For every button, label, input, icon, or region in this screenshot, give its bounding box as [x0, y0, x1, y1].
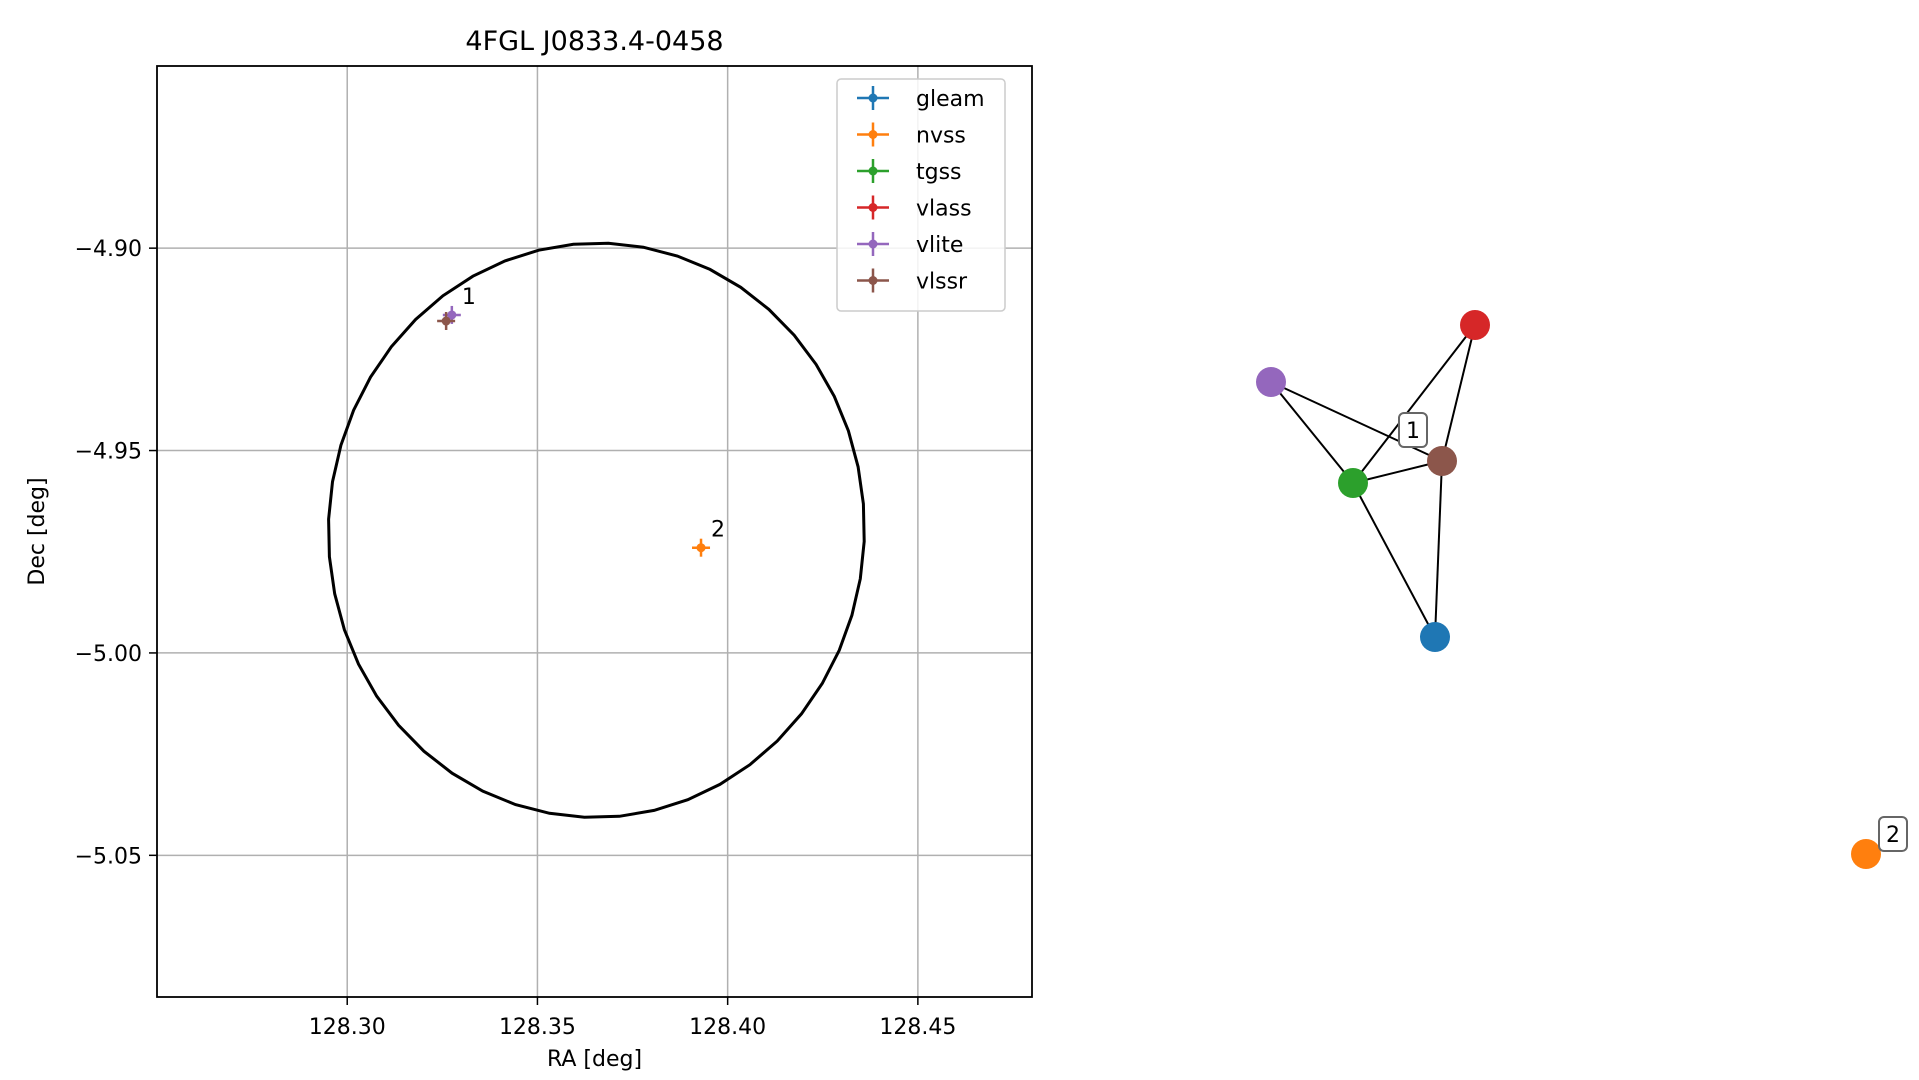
y-tick-label: −4.95 [75, 440, 142, 465]
network-node-vlite [1256, 367, 1286, 397]
scatter-chart: 21 128.30 128.35 128.40 128.45 −4.90−4.95−5… [25, 26, 1033, 1072]
network-graph: 12 [1256, 310, 1908, 869]
point-label: 1 [462, 285, 476, 310]
plot-frame [156, 65, 1033, 998]
legend-label: tgss [916, 160, 962, 185]
y-grid-lines [157, 247, 1032, 857]
chart-title: 4FGL J0833.4-0458 [465, 26, 723, 57]
network-labels: 12 [1398, 412, 1908, 852]
network-label-box [1398, 412, 1428, 448]
uncertainty-ellipse [327, 241, 866, 819]
network-edge [1352, 324, 1476, 484]
legend-marker [868, 130, 878, 139]
network-node-tgss [1338, 468, 1368, 498]
data-point-vlite [447, 310, 457, 320]
network-edge [1270, 381, 1354, 484]
network-edge [1441, 324, 1476, 462]
x-grid-lines [346, 66, 919, 997]
network-node-label: 1 [1406, 419, 1420, 444]
y-axis-ticks: −4.90 −4.95 −5.00 −5.05 [75, 237, 157, 869]
network-node-gleam [1420, 622, 1450, 652]
legend-label: vlssr [916, 270, 968, 295]
x-tick-label: 128.30 [309, 1015, 386, 1040]
y-tick-label: −5.05 [75, 844, 142, 869]
x-tick-label: 128.35 [499, 1015, 576, 1040]
y-tick-label: −4.90 [75, 237, 142, 262]
network-node-nvss [1851, 839, 1881, 869]
legend-marker [868, 239, 878, 249]
legend-label: vlass [916, 197, 972, 222]
y-tick-label: −5.00 [75, 642, 142, 667]
network-node-label: 2 [1886, 823, 1900, 848]
scatter-points: 21 [437, 285, 725, 557]
point-label: 2 [711, 518, 725, 543]
y-axis-label: Dec [deg] [25, 477, 50, 585]
legend: gleam nvss tgss vlass vlite vlssr [836, 78, 1006, 312]
x-tick-label: 128.40 [689, 1015, 766, 1040]
legend-label: vlite [916, 233, 963, 258]
network-edge [1352, 482, 1436, 638]
x-tick-label: 128.45 [879, 1015, 956, 1040]
legend-marker [868, 203, 878, 212]
legend-marker [868, 166, 878, 176]
data-point-vlssr [441, 316, 451, 326]
legend-marker [868, 93, 878, 103]
x-axis-ticks: 128.30 128.35 128.40 128.45 [309, 997, 956, 1040]
network-edges [1270, 324, 1476, 638]
legend-box [836, 78, 1006, 312]
network-node-vlssr [1427, 446, 1457, 476]
data-point-nvss [696, 543, 706, 553]
legend-label: gleam [916, 87, 985, 112]
network-edge [1352, 460, 1443, 484]
network-label-box [1878, 816, 1908, 852]
network-node-vlass [1460, 310, 1490, 340]
legend-label: nvss [916, 124, 966, 149]
legend-marker [868, 276, 878, 285]
network-nodes [1256, 310, 1881, 869]
x-axis-label: RA [deg] [547, 1047, 642, 1072]
network-edge [1434, 460, 1443, 638]
